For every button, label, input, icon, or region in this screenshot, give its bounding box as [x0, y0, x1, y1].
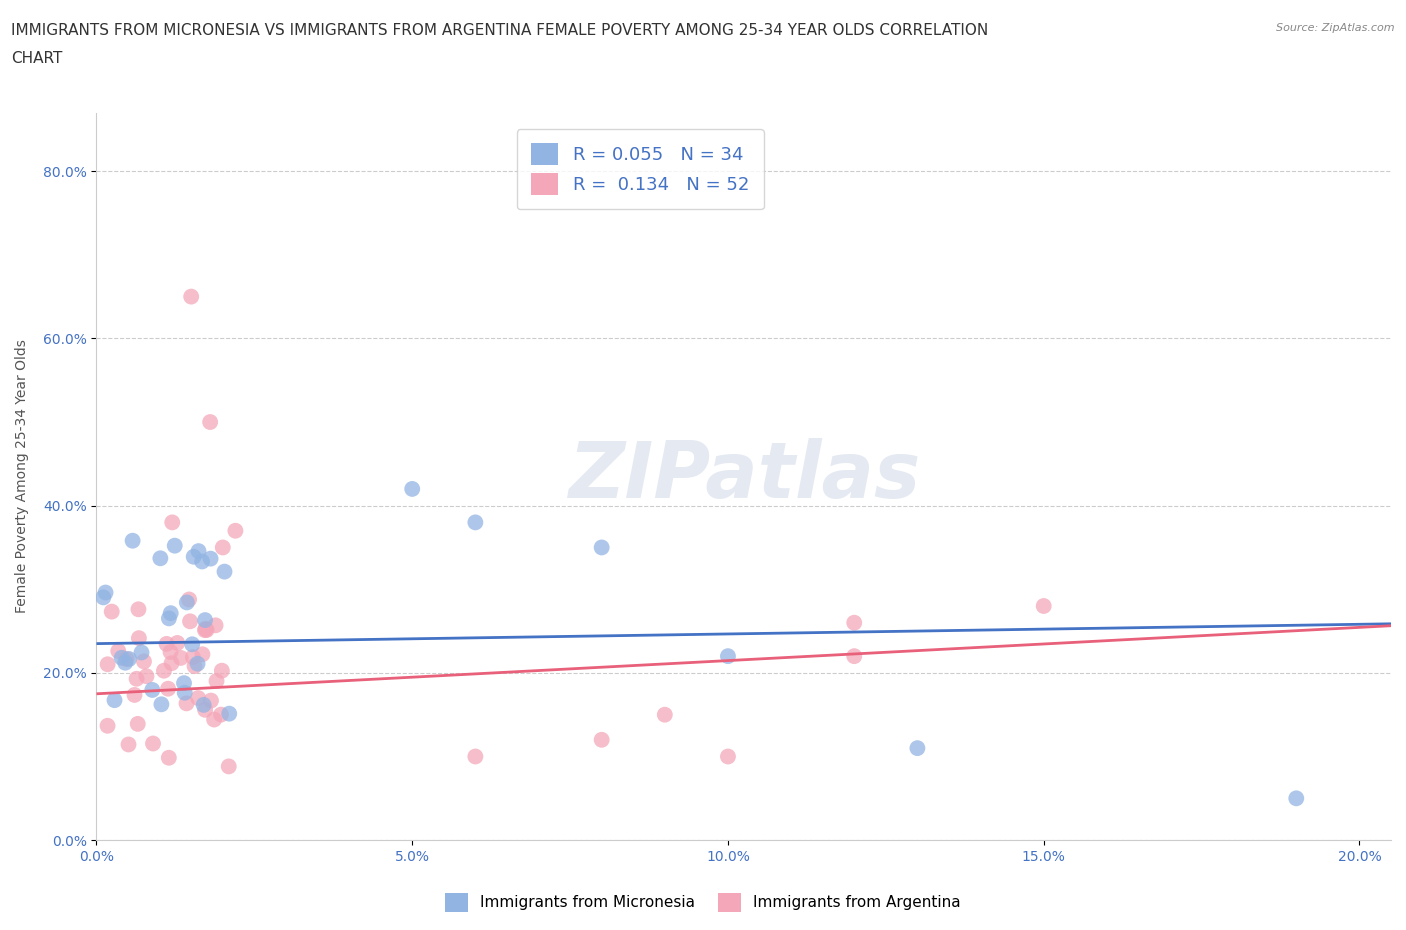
Point	[204, 618, 226, 632]
Point	[194, 621, 217, 636]
Point	[157, 611, 180, 626]
Point	[162, 515, 184, 530]
Point	[177, 592, 200, 607]
Point	[211, 540, 233, 555]
Point	[200, 551, 222, 566]
Point	[181, 637, 204, 652]
Point	[187, 691, 209, 706]
Point	[100, 604, 122, 619]
Point	[153, 663, 176, 678]
Point	[209, 707, 232, 722]
Point	[170, 650, 193, 665]
Point	[202, 712, 225, 727]
Point	[191, 554, 214, 569]
Point	[159, 605, 181, 620]
Point	[141, 683, 163, 698]
Point	[111, 650, 134, 665]
Legend: R = 0.055   N = 34, R =  0.134   N = 52: R = 0.055 N = 34, R = 0.134 N = 52	[517, 129, 763, 209]
Point	[1032, 599, 1054, 614]
Y-axis label: Female Poverty Among 25-34 Year Olds: Female Poverty Among 25-34 Year Olds	[15, 339, 30, 613]
Point	[591, 540, 613, 555]
Point	[157, 682, 180, 697]
Point	[166, 635, 188, 650]
Point	[717, 649, 740, 664]
Point	[193, 698, 215, 712]
Point	[214, 565, 236, 579]
Point	[181, 650, 204, 665]
Point	[131, 645, 153, 660]
Point	[149, 551, 172, 565]
Point	[401, 482, 423, 497]
Point	[194, 623, 217, 638]
Point	[117, 737, 139, 751]
Point	[187, 544, 209, 559]
Point	[127, 602, 149, 617]
Point	[97, 718, 120, 733]
Point	[187, 657, 209, 671]
Point	[179, 614, 201, 629]
Point	[198, 415, 221, 430]
Point	[97, 657, 120, 671]
Point	[224, 524, 246, 538]
Point	[155, 636, 177, 651]
Point	[135, 669, 157, 684]
Point	[173, 676, 195, 691]
Point	[107, 644, 129, 658]
Point	[91, 590, 114, 604]
Text: IMMIGRANTS FROM MICRONESIA VS IMMIGRANTS FROM ARGENTINA FEMALE POVERTY AMONG 25-: IMMIGRANTS FROM MICRONESIA VS IMMIGRANTS…	[11, 23, 988, 38]
Point	[591, 732, 613, 747]
Point	[211, 663, 233, 678]
Legend: Immigrants from Micronesia, Immigrants from Argentina: Immigrants from Micronesia, Immigrants f…	[439, 887, 967, 918]
Point	[200, 693, 222, 708]
Point	[194, 613, 217, 628]
Point	[844, 649, 866, 664]
Point	[115, 652, 138, 667]
Point	[191, 647, 214, 662]
Point	[142, 736, 165, 751]
Point	[218, 759, 240, 774]
Text: ZIPatlas: ZIPatlas	[568, 438, 920, 514]
Point	[132, 654, 155, 669]
Point	[121, 533, 143, 548]
Point	[127, 716, 149, 731]
Point	[218, 706, 240, 721]
Point	[717, 749, 740, 764]
Point	[163, 538, 186, 553]
Point	[125, 671, 148, 686]
Point	[94, 585, 117, 600]
Point	[176, 696, 198, 711]
Point	[194, 702, 217, 717]
Point	[464, 749, 486, 764]
Point	[1285, 790, 1308, 805]
Point	[176, 595, 198, 610]
Point	[205, 673, 228, 688]
Point	[150, 697, 173, 711]
Text: Source: ZipAtlas.com: Source: ZipAtlas.com	[1277, 23, 1395, 33]
Point	[195, 622, 218, 637]
Point	[654, 707, 676, 722]
Point	[173, 685, 195, 700]
Point	[905, 740, 928, 755]
Point	[160, 656, 183, 671]
Point	[844, 616, 866, 631]
Point	[183, 550, 205, 565]
Point	[124, 687, 146, 702]
Point	[114, 656, 136, 671]
Point	[118, 652, 141, 667]
Point	[159, 644, 181, 659]
Point	[103, 693, 125, 708]
Point	[183, 658, 205, 673]
Point	[128, 631, 150, 645]
Point	[157, 751, 180, 765]
Point	[464, 515, 486, 530]
Text: CHART: CHART	[11, 51, 63, 66]
Point	[180, 289, 202, 304]
